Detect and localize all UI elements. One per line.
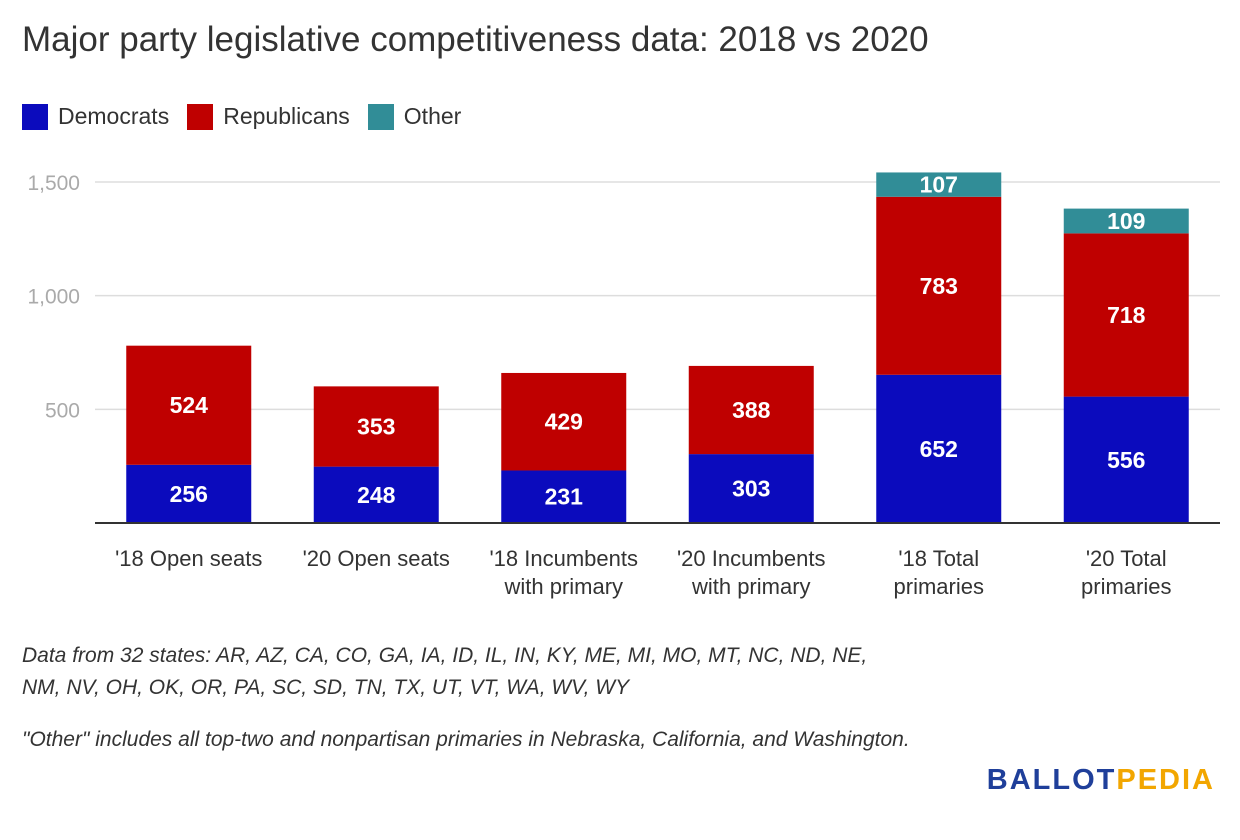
legend-swatch-democrats [22,103,48,130]
stacked-bar-chart: 500 1,000 1,500 256 524 '18 Open seats 248 353 '… [27,172,1220,599]
bar-republicans [126,345,252,465]
data-label: 353 [357,413,395,439]
x-tick-label: '18 Incumbents [489,546,638,571]
bar-democrats [876,374,1002,523]
data-label: 303 [732,476,770,502]
data-label: 718 [1107,302,1146,328]
data-label: 524 [170,392,209,418]
legend-item-other: Other [367,103,462,130]
ballotpedia-logo: BALLOTPEDIA [987,764,1215,797]
logo-part-pedia: PEDIA [1116,764,1215,796]
bar-republicans [688,365,814,455]
bar-democrats [688,454,814,523]
data-label: 107 [920,172,958,198]
other-note: "Other" includes all top-two and nonpart… [22,728,910,751]
bar-democrats [501,470,627,523]
x-tick-label: with primary [691,574,811,599]
logo-part-ballot: BALLOT [986,764,1117,796]
data-label: 783 [920,273,958,299]
data-label: 429 [545,409,583,435]
y-tick-label: 1,500 [27,172,80,195]
x-tick-label: with primary [503,574,623,599]
legend-label-other: Other [403,103,462,129]
data-label: 109 [1107,208,1145,234]
states-note: Data from 32 states: AR, AZ, CA, CO, GA,… [22,644,868,699]
bar-other [1063,208,1189,234]
x-tick-label: '20 Total [1086,546,1167,571]
y-tick-label: 500 [45,399,80,422]
bar-republicans [501,372,627,471]
bar-democrats [313,466,439,523]
legend-label-republicans: Republicans [223,103,350,129]
bar-republicans [313,386,439,467]
data-label: 556 [1107,447,1145,473]
bar-democrats [1063,396,1189,523]
x-tick-label: '20 Open seats [303,546,450,571]
x-tick-label: primaries [894,574,984,599]
data-label: 231 [545,484,584,510]
legend-swatch-republicans [187,103,214,130]
x-tick-label: '18 Open seats [115,546,262,571]
legend-item-democrats: Democrats [22,103,169,130]
x-tick-label: '18 Total [898,546,979,571]
bar-democrats [126,464,252,523]
data-label: 388 [732,397,771,423]
legend-label-democrats: Democrats [58,103,170,129]
x-tick-label: primaries [1081,574,1171,599]
data-label: 652 [920,436,958,462]
bar-republicans [876,196,1002,375]
legend: Democrats Republicans Other [22,103,479,130]
x-tick-label: '20 Incumbents [677,546,826,571]
bar-republicans [1063,233,1189,397]
y-tick-label: 1,000 [27,286,80,309]
bar-other [876,172,1002,197]
data-label: 256 [170,481,208,507]
chart-title: Major party legislative competitiveness … [22,20,929,59]
legend-swatch-other [367,103,394,130]
legend-item-republicans: Republicans [187,103,350,130]
data-label: 248 [357,482,396,508]
